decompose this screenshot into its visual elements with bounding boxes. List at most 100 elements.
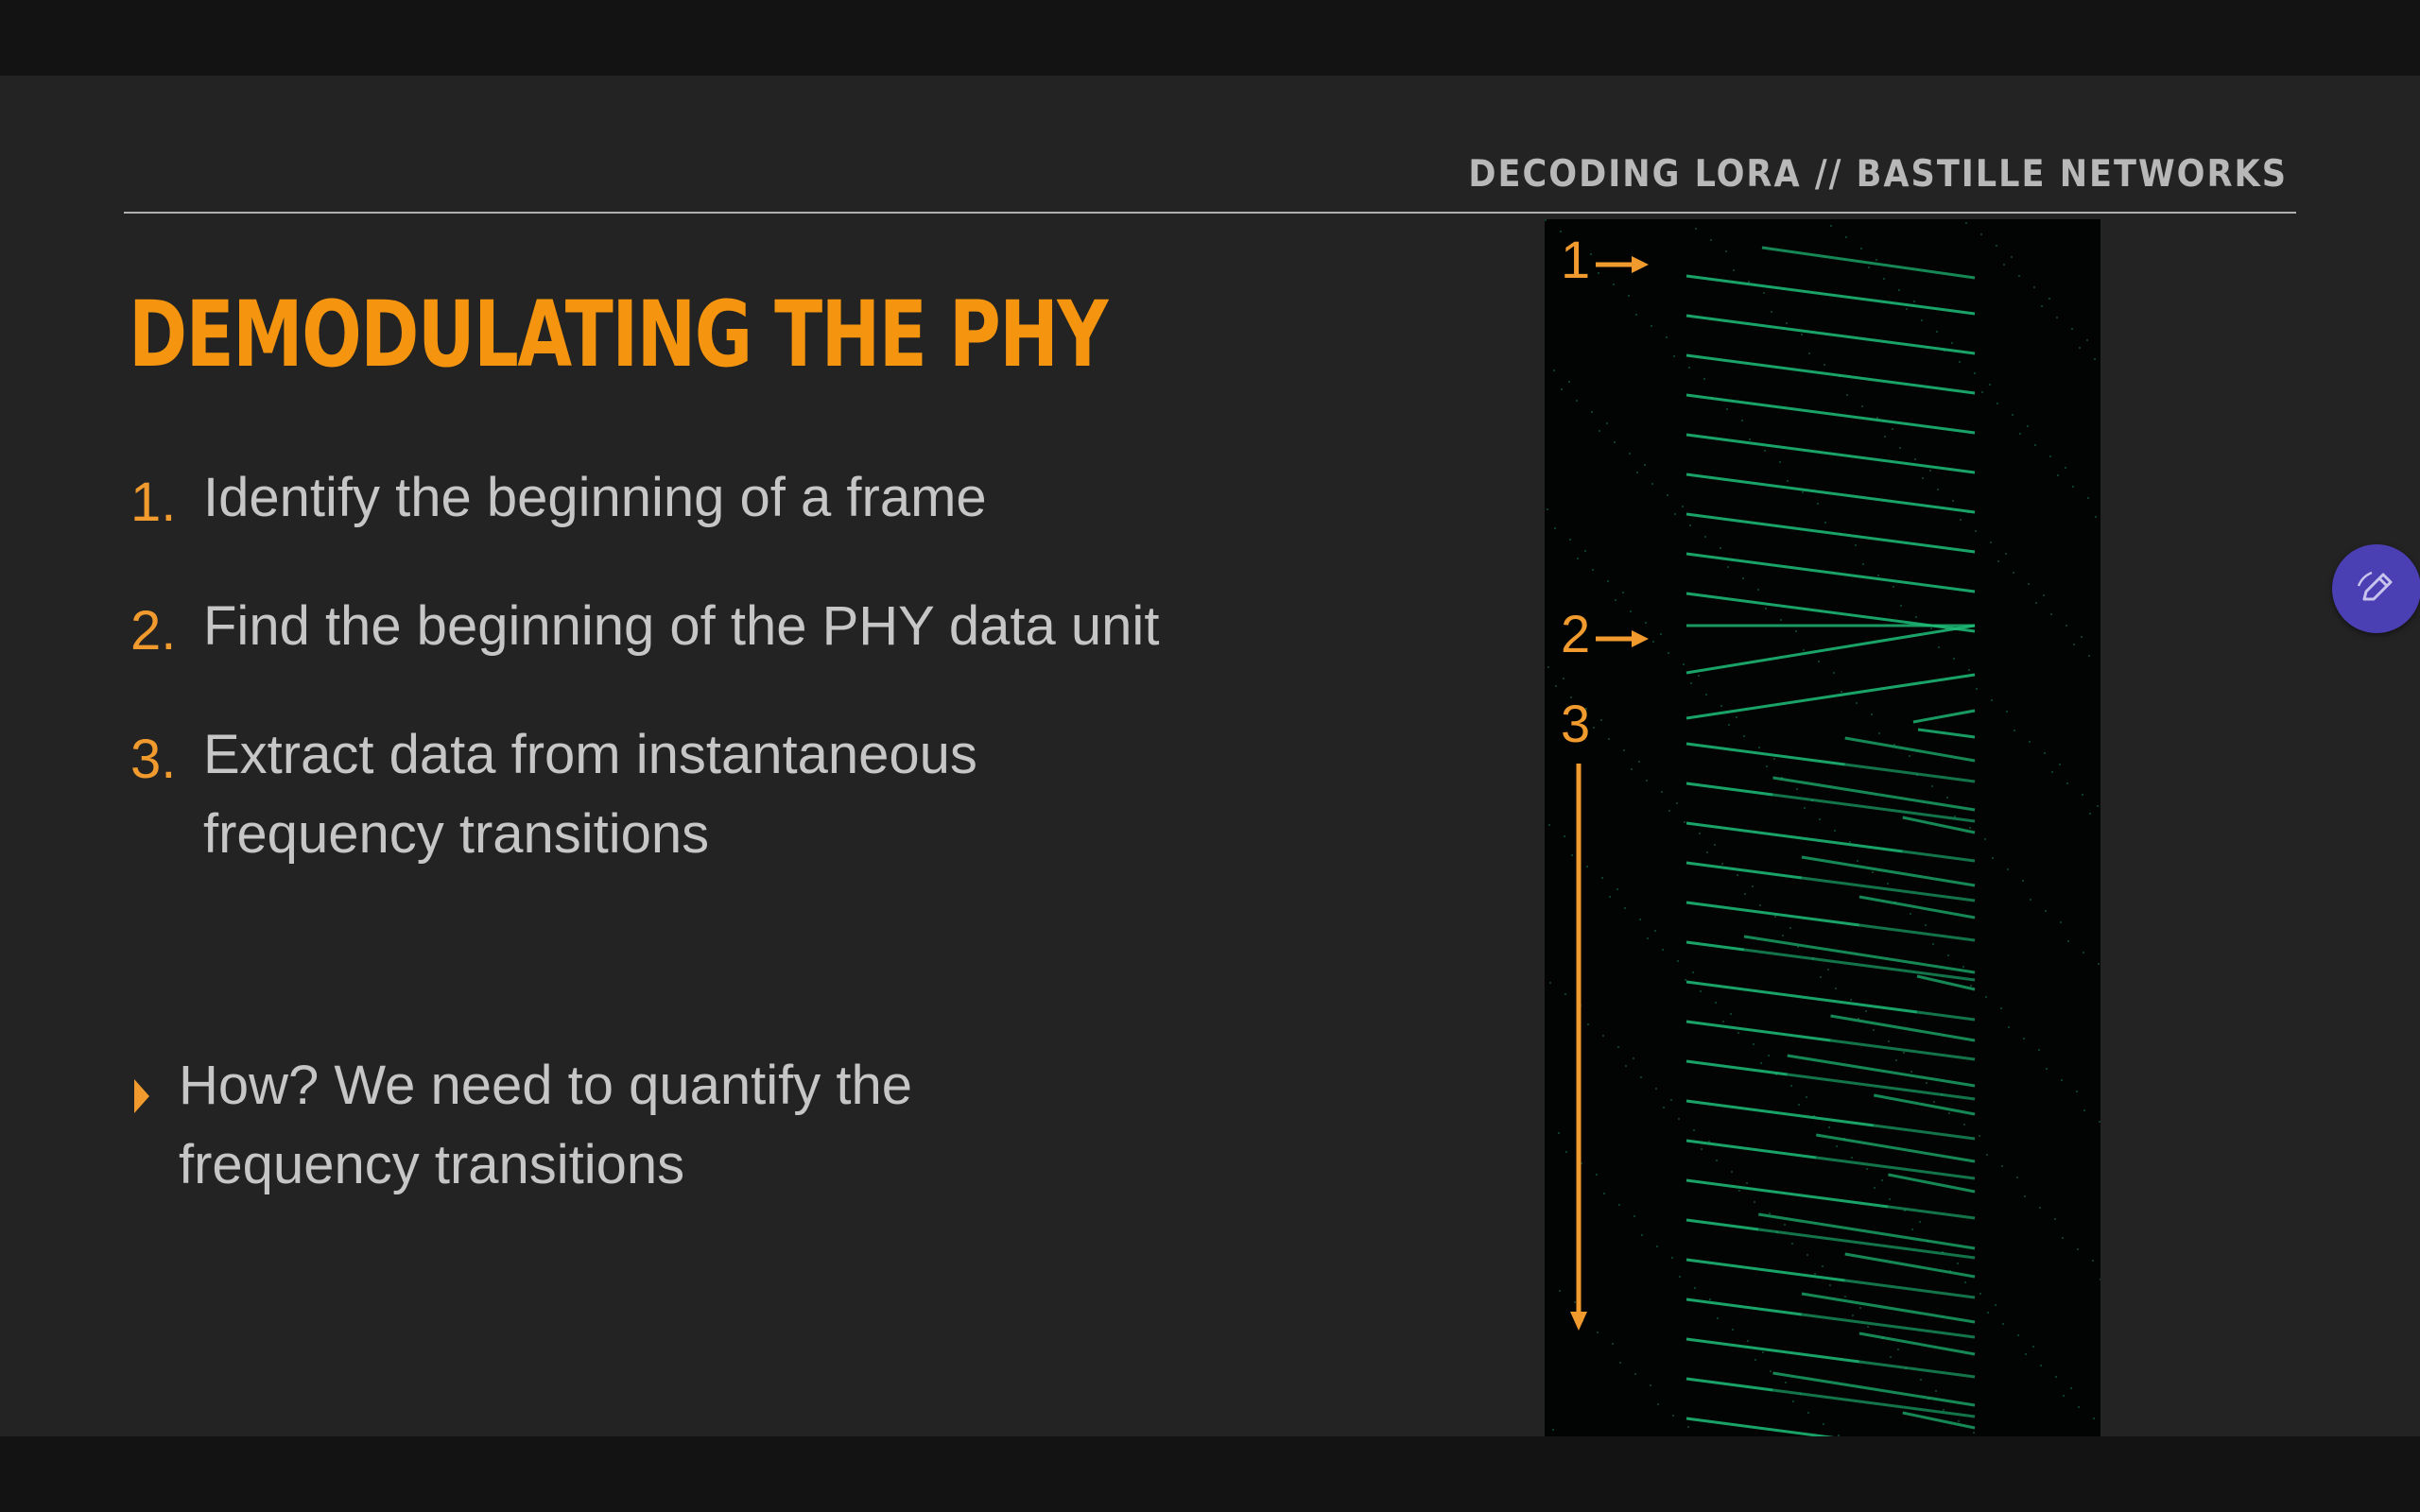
noise-speck — [2059, 764, 2061, 765]
chirp-line — [1801, 1313, 1976, 1339]
noise-speck — [2086, 339, 2088, 341]
noise-speck — [1701, 1148, 1703, 1150]
noise-speck — [1673, 355, 1675, 357]
noise-speck — [1797, 946, 1799, 948]
noise-speck — [1744, 893, 1746, 895]
noise-speck — [1947, 954, 1949, 956]
noise-speck — [1768, 1055, 1770, 1057]
noise-speck — [2089, 813, 2091, 815]
noise-speck — [1639, 919, 1641, 920]
noise-speck — [1607, 580, 1609, 582]
noise-speck — [1624, 907, 1626, 909]
noise-speck — [1568, 381, 1570, 383]
noise-speck — [1747, 1340, 1749, 1342]
chirp-line — [1858, 923, 1976, 942]
noise-speck — [1866, 1168, 1868, 1170]
chirp-line — [1858, 1332, 1976, 1356]
noise-speck — [1798, 1104, 1800, 1106]
annotate-button[interactable] — [2332, 544, 2420, 633]
noise-speck — [1904, 1210, 1906, 1211]
noise-speck — [1851, 1157, 1853, 1159]
noise-speck — [1960, 519, 1962, 521]
noise-speck — [1819, 818, 1821, 820]
noise-speck — [1861, 405, 1863, 407]
chirp-line — [1685, 552, 1976, 593]
noise-speck — [1598, 272, 1599, 274]
chirp-line — [1772, 776, 1976, 812]
noise-speck — [2056, 317, 2058, 318]
noise-speck — [1773, 758, 1775, 760]
noise-speck — [1813, 1115, 1815, 1117]
noise-speck — [1574, 1301, 1576, 1303]
noise-speck — [2049, 455, 2051, 457]
noise-speck — [1873, 1029, 1875, 1031]
noise-speck — [1631, 768, 1633, 770]
noise-speck — [1593, 727, 1595, 729]
noise-speck — [1962, 966, 1964, 968]
noise-speck — [2097, 805, 2099, 807]
noise-speck — [1786, 322, 1788, 324]
noise-speck — [1615, 599, 1616, 601]
noise-speck — [1547, 666, 1549, 668]
noise-speck — [2057, 474, 2059, 476]
noise-speck — [1679, 1276, 1681, 1278]
noise-speck — [1865, 1010, 1867, 1012]
chirp-line — [1685, 861, 1803, 880]
noise-speck — [2054, 1218, 2056, 1220]
noise-speck — [1795, 630, 1797, 632]
noise-speck — [1900, 605, 1902, 607]
noise-speck — [2006, 711, 2008, 713]
noise-speck — [1655, 1088, 1657, 1090]
noise-speck — [1684, 821, 1685, 823]
chirp-line — [1743, 935, 1976, 974]
chirp-line — [1758, 1212, 1976, 1250]
chirp-line — [1873, 1093, 1976, 1116]
marker-arrows — [1570, 256, 1649, 1331]
noise-speck — [2018, 275, 2020, 277]
noise-speck — [1801, 334, 1803, 335]
noise-speck — [1769, 1212, 1771, 1214]
chirp-line — [1685, 472, 1976, 514]
chirp-line — [1912, 709, 1976, 724]
noise-speck — [1597, 1332, 1599, 1333]
noise-speck — [2013, 572, 2014, 574]
noise-speck — [2012, 414, 2014, 416]
noise-speck — [1656, 1246, 1658, 1247]
noise-speck — [1913, 301, 1915, 302]
noise-speck — [1833, 672, 1835, 674]
chirp-line — [1772, 793, 1976, 823]
noise-speck — [1737, 1032, 1739, 1034]
noise-speck — [2079, 347, 2081, 349]
chirp-line — [1844, 736, 1976, 763]
noise-speck — [1586, 866, 1588, 868]
noise-speck — [1564, 835, 1565, 837]
marker-label-2: 2 — [1561, 604, 1591, 663]
noise-speck — [1547, 508, 1548, 510]
noise-speck — [1990, 541, 1992, 543]
bullet-text-line1: How? We need to quantify the — [179, 1055, 912, 1116]
noise-speck — [1979, 1293, 1981, 1295]
noise-speck — [1732, 1329, 1734, 1331]
noise-speck — [1746, 1182, 1748, 1184]
noise-speck — [1560, 231, 1562, 232]
noise-speck — [1974, 372, 1976, 374]
chirp-line — [1772, 1388, 1976, 1418]
noise-speck — [1862, 563, 1864, 565]
noise-speck — [1963, 1124, 1965, 1125]
noise-speck — [1766, 765, 1768, 767]
noise-speck — [1876, 259, 1877, 261]
noise-speck — [1674, 513, 1676, 515]
chirp-line — [1685, 742, 1845, 766]
noise-speck — [1867, 1326, 1869, 1328]
noise-speck — [1662, 949, 1664, 951]
noise-speck — [1937, 489, 1939, 490]
noise-speck — [1856, 702, 1858, 704]
noise-speck — [1921, 319, 1923, 321]
noise-speck — [1981, 391, 1983, 393]
chirp-line — [1816, 1156, 1976, 1180]
noise-speck — [1897, 1349, 1899, 1350]
noise-speck — [2045, 910, 2047, 912]
marker-label-3: 3 — [1561, 694, 1591, 753]
noise-speck — [1884, 436, 1886, 438]
noise-speck — [1709, 1298, 1711, 1300]
